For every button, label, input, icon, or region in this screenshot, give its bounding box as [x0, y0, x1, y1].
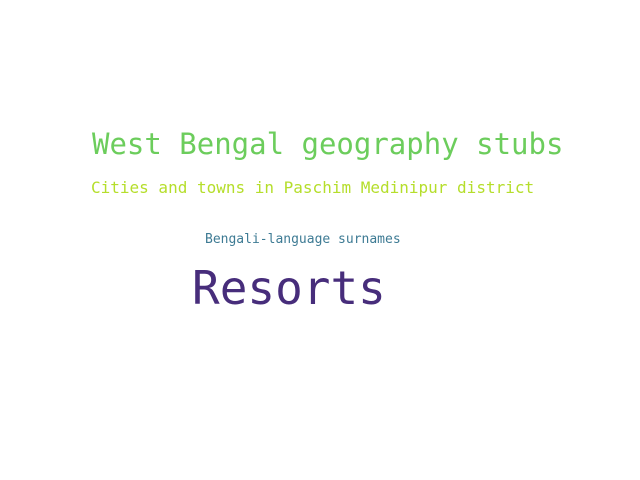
word-west-bengal-geography-stubs: West Bengal geography stubs	[92, 127, 564, 161]
word-bengali-language-surnames: Bengali-language surnames	[205, 232, 401, 247]
word-resorts: Resorts	[192, 261, 386, 315]
word-cities-and-towns-paschim-medinipur: Cities and towns in Paschim Medinipur di…	[91, 178, 535, 197]
